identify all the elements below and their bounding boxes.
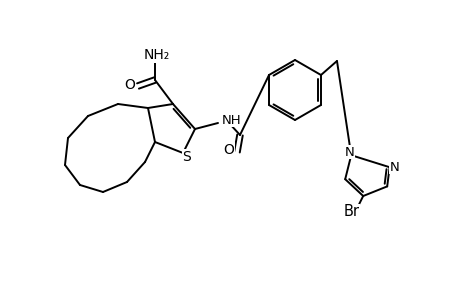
Text: N: N [344,146,353,159]
Text: O: O [223,143,234,157]
Text: NH: NH [222,113,241,127]
Text: Br: Br [342,205,358,220]
Text: N: N [389,161,398,174]
Text: NH₂: NH₂ [144,48,170,62]
Text: S: S [182,150,191,164]
Text: O: O [124,78,135,92]
